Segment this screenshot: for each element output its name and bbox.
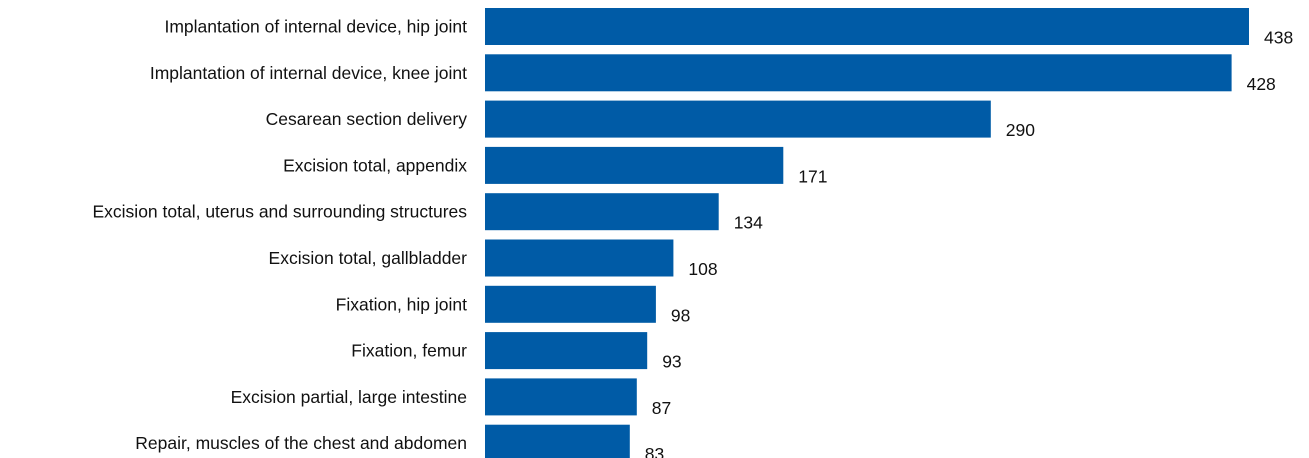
bar	[485, 239, 674, 277]
bar	[485, 378, 637, 416]
value-label: 428	[1247, 74, 1276, 94]
bar	[485, 54, 1232, 92]
bar	[485, 146, 784, 184]
bar	[485, 8, 1249, 45]
bar	[485, 332, 648, 370]
category-label: Excision total, appendix	[283, 155, 467, 175]
category-label: Cesarean section delivery	[266, 109, 468, 129]
value-label: 98	[671, 305, 690, 325]
bar	[485, 100, 991, 138]
category-label: Implantation of internal device, knee jo…	[150, 63, 467, 83]
category-label: Excision partial, large intestine	[231, 387, 467, 407]
value-label: 108	[688, 259, 717, 279]
category-labels-group: Implantation of internal device, hip joi…	[93, 17, 468, 454]
value-label: 171	[798, 166, 827, 186]
category-label: Fixation, hip joint	[336, 294, 467, 314]
value-label: 134	[734, 213, 763, 233]
value-label: 290	[1006, 120, 1035, 140]
category-label: Excision total, uterus and surrounding s…	[93, 202, 468, 222]
bars-group	[485, 8, 1249, 458]
category-label: Fixation, femur	[351, 341, 467, 361]
value-labels-group: 438 428 290 171 134 108 98 93 87 83	[645, 28, 1293, 458]
category-label: Excision total, gallbladder	[269, 248, 468, 268]
value-label: 83	[645, 444, 664, 458]
value-label: 87	[652, 398, 671, 418]
value-label: 93	[662, 352, 681, 372]
category-label: Repair, muscles of the chest and abdomen	[135, 433, 467, 453]
bar	[485, 193, 719, 231]
value-label: 438	[1264, 28, 1293, 48]
category-label: Implantation of internal device, hip joi…	[164, 17, 467, 37]
bar	[485, 285, 656, 323]
bar	[485, 424, 630, 458]
